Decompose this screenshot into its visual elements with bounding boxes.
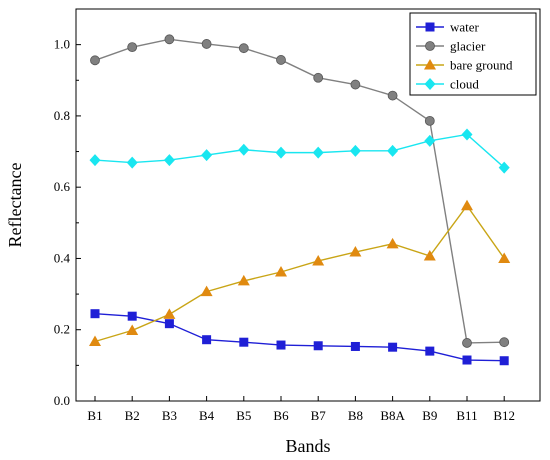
x-axis-ticks: B1 B2 B3 B4 B5 B6 B7 B8 B8A B9 B11 B12 — [87, 396, 515, 423]
data-point-glacier — [499, 337, 510, 348]
data-point-water — [350, 341, 360, 351]
data-point-water — [127, 311, 137, 321]
data-point-water — [313, 341, 323, 351]
data-point-bare-ground — [275, 265, 287, 277]
data-point-water — [462, 355, 472, 365]
data-point-bare-ground — [89, 335, 101, 346]
data-point-bare-ground — [163, 308, 176, 319]
series-glacier — [90, 34, 510, 348]
legend: water glacier bare ground cloud — [409, 12, 537, 96]
data-point-glacier — [350, 79, 361, 90]
x-tick-label: B12 — [493, 408, 515, 423]
y-tick-label: 0.8 — [54, 108, 70, 123]
series-line-glacier — [94, 38, 505, 344]
data-point-bare-ground — [461, 199, 473, 211]
y-tick-label: 0.2 — [54, 322, 70, 337]
data-point-bare-ground — [423, 249, 436, 261]
series-cloud — [89, 128, 510, 174]
y-tick-label: 0.4 — [54, 250, 71, 265]
x-tick-label: B2 — [125, 408, 140, 423]
x-tick-label: B3 — [162, 408, 177, 423]
series-layer — [89, 34, 511, 366]
data-point-glacier — [238, 43, 249, 54]
data-point-cloud — [201, 149, 213, 162]
data-point-water — [202, 335, 212, 345]
x-tick-label: B9 — [422, 408, 437, 423]
series-line-water — [94, 312, 505, 362]
data-point-bare-ground — [312, 254, 325, 266]
data-point-glacier — [424, 115, 435, 126]
data-point-cloud — [387, 144, 399, 157]
data-point-glacier — [90, 55, 100, 66]
data-point-glacier — [127, 42, 138, 53]
data-point-cloud — [126, 156, 138, 169]
x-tick-label: B6 — [273, 408, 289, 423]
series-line-bare-ground — [94, 204, 505, 343]
y-tick-label: 0.0 — [54, 393, 70, 408]
legend-label-water: water — [450, 20, 480, 35]
y-axis-title: Reflectance — [5, 163, 25, 248]
data-point-glacier — [276, 55, 286, 65]
data-point-water — [425, 346, 435, 356]
data-point-water — [499, 356, 509, 366]
x-tick-label: B8A — [380, 408, 405, 423]
series-line-cloud — [94, 133, 505, 169]
data-point-bare-ground — [237, 274, 250, 286]
x-tick-label: B8 — [348, 408, 363, 423]
data-point-bare-ground — [126, 324, 139, 335]
data-point-bare-ground — [200, 285, 213, 297]
data-point-cloud — [461, 128, 473, 141]
y-tick-label: 0.6 — [54, 179, 71, 194]
x-tick-label: B11 — [456, 408, 477, 423]
x-tick-label: B5 — [236, 408, 251, 423]
data-point-bare-ground — [498, 252, 511, 263]
data-point-water — [239, 337, 249, 347]
data-point-bare-ground — [349, 246, 362, 257]
data-point-water — [276, 340, 286, 350]
series-bare-ground — [89, 199, 511, 346]
data-point-water — [388, 342, 398, 352]
data-point-glacier — [387, 90, 398, 101]
data-point-cloud — [424, 134, 436, 147]
legend-swatch-marker-cloud — [424, 78, 436, 90]
x-tick-label: B4 — [199, 408, 215, 423]
legend-swatch-marker-glacier — [425, 41, 435, 51]
x-axis-title: Bands — [286, 436, 331, 456]
x-tick-label: B7 — [311, 408, 327, 423]
legend-label-cloud: cloud — [450, 77, 479, 92]
y-tick-label: 1.0 — [54, 37, 70, 52]
y-axis-ticks: 0.0 0.2 0.4 0.6 0.8 1.0 — [54, 37, 81, 408]
data-point-glacier — [201, 39, 212, 49]
legend-label-glacier: glacier — [450, 39, 486, 54]
data-point-cloud — [275, 146, 287, 159]
data-point-cloud — [89, 154, 101, 167]
data-point-glacier — [164, 34, 175, 45]
data-point-cloud — [498, 161, 510, 174]
series-water — [90, 309, 509, 366]
legend-label-bare-ground: bare ground — [450, 58, 513, 73]
data-point-cloud — [312, 146, 324, 159]
x-tick-label: B1 — [87, 408, 102, 423]
data-point-cloud — [238, 143, 250, 156]
data-point-bare-ground — [386, 237, 399, 249]
legend-swatch-marker-bare-ground — [424, 59, 436, 70]
legend-swatch-marker-water — [425, 22, 435, 32]
data-point-water — [164, 319, 174, 329]
data-point-glacier — [462, 338, 472, 348]
data-point-water — [90, 309, 100, 319]
data-point-glacier — [313, 72, 324, 83]
data-point-cloud — [163, 154, 175, 167]
data-point-cloud — [349, 144, 361, 157]
